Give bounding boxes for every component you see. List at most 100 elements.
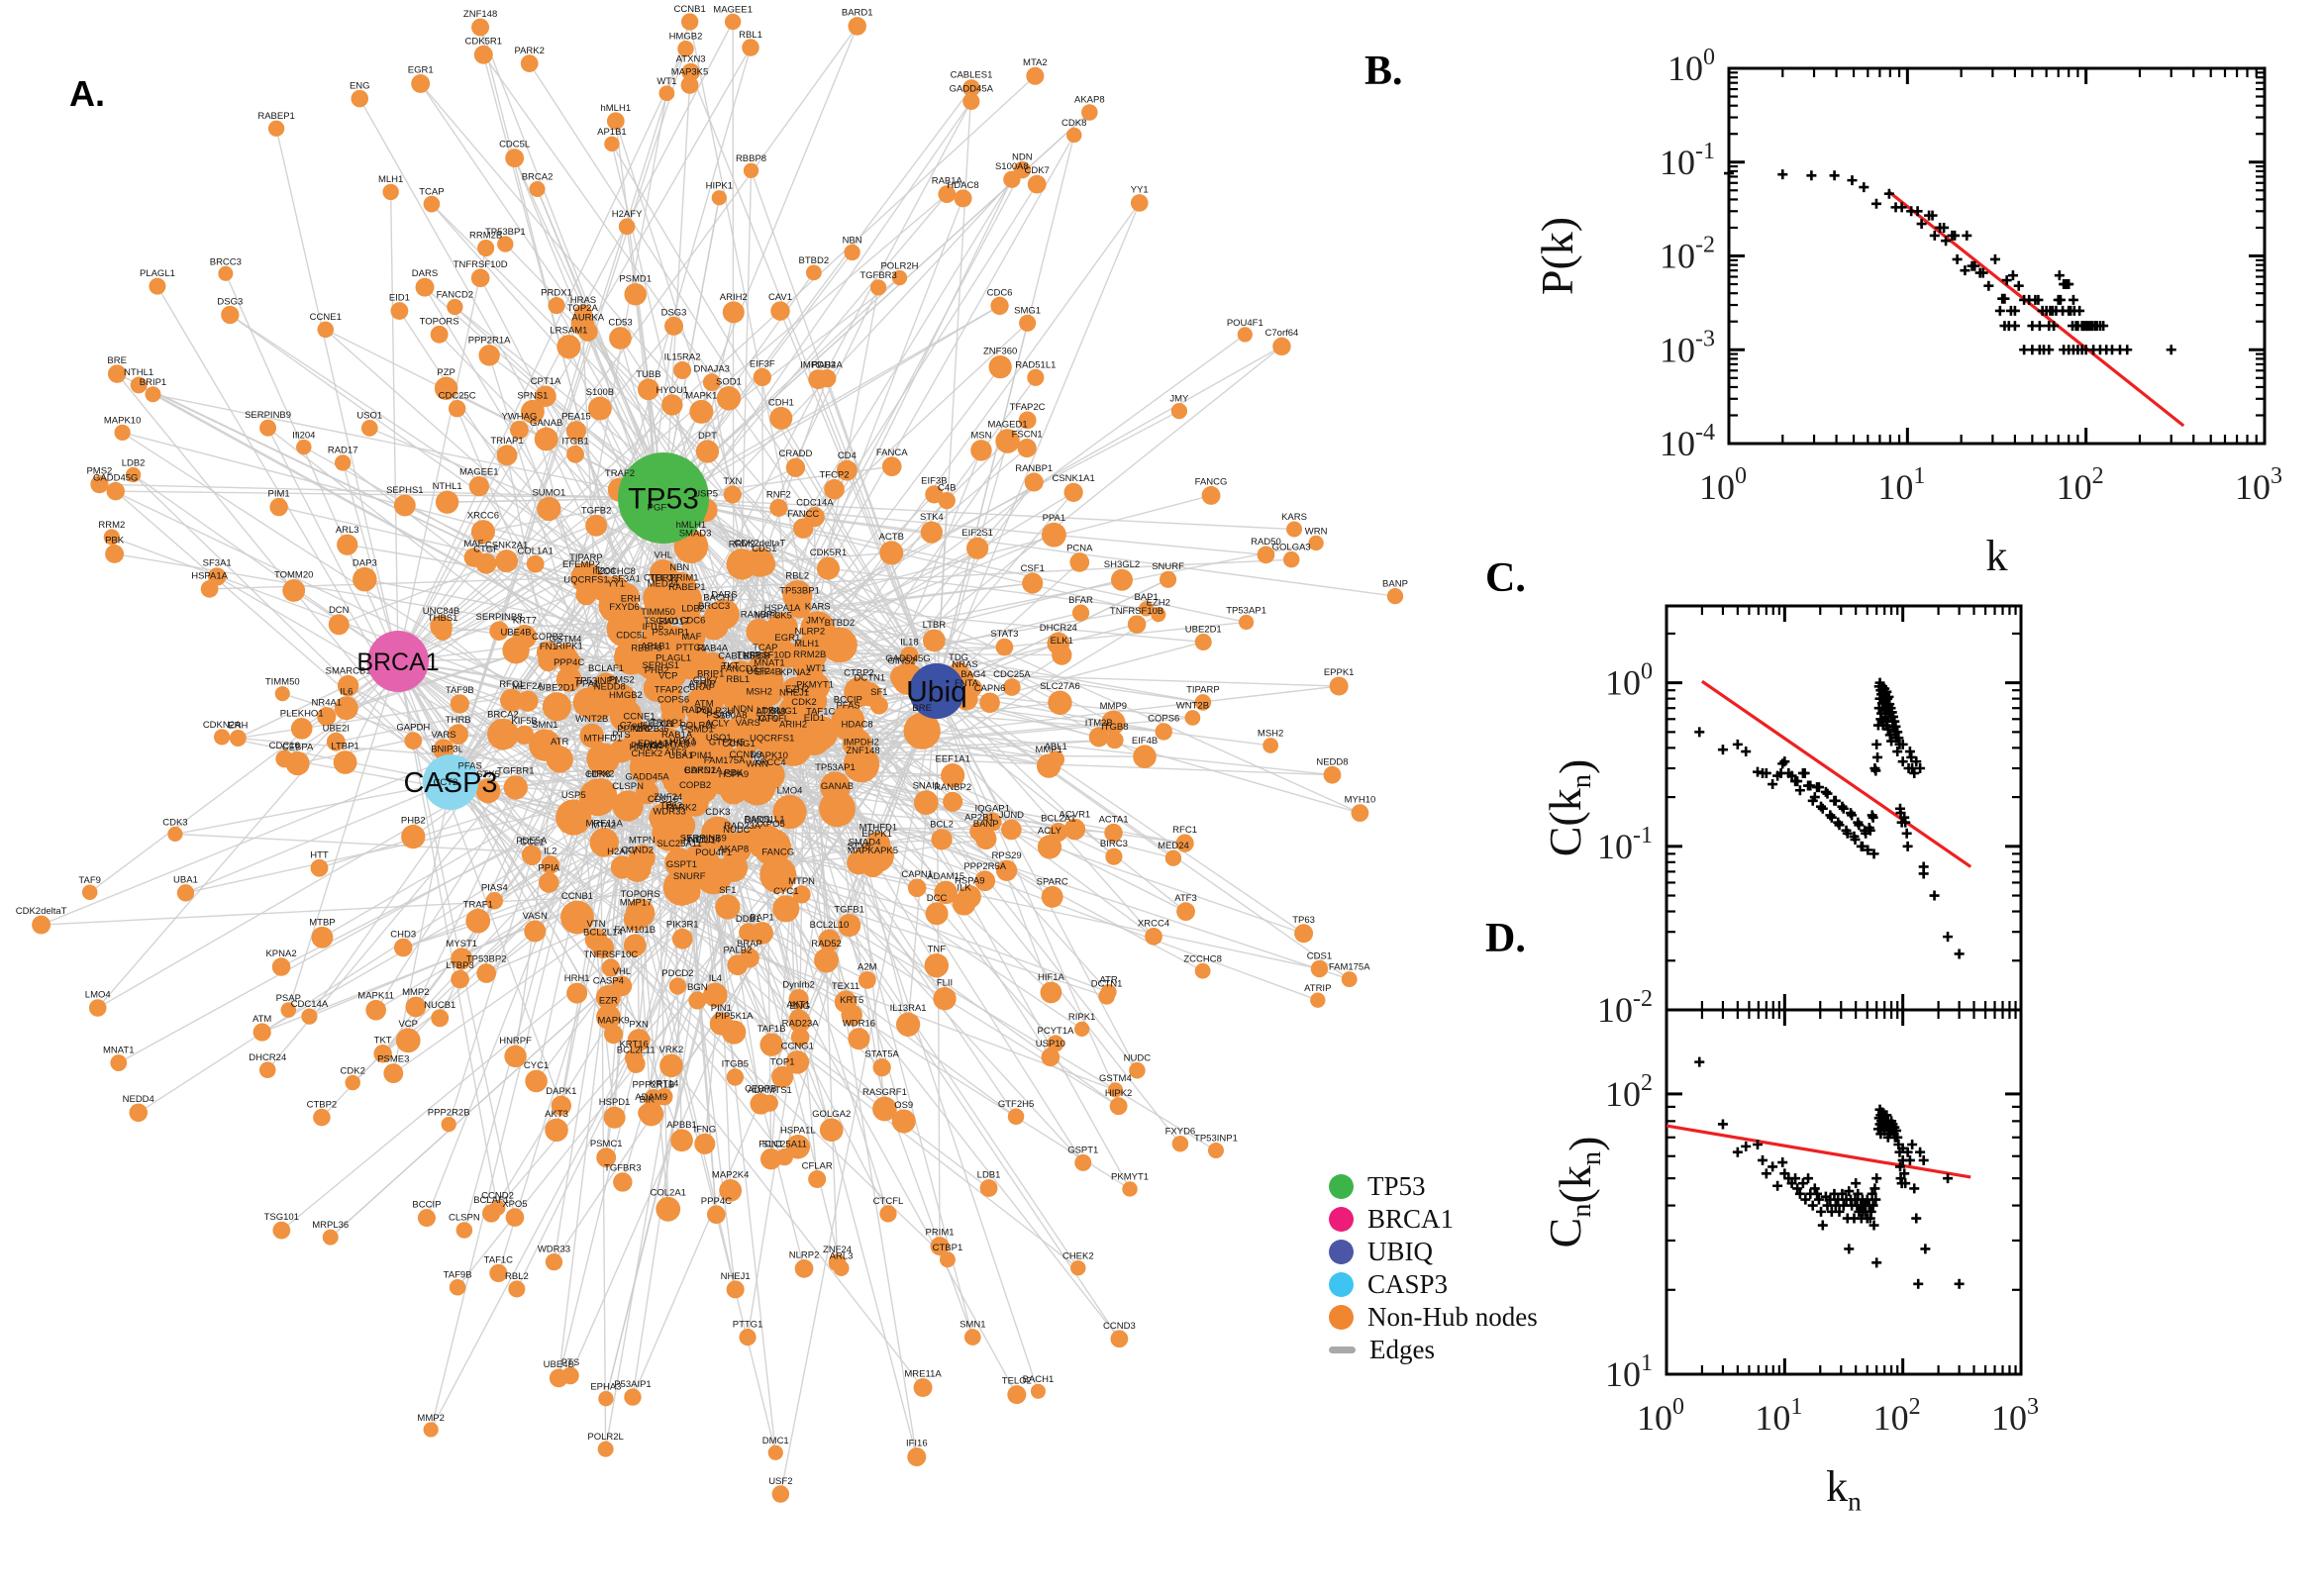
svg-text:HYOU1: HYOU1 (656, 385, 688, 396)
svg-text:WT1: WT1 (656, 76, 676, 87)
svg-text:SMN1: SMN1 (960, 1320, 985, 1331)
svg-text:DAPK1: DAPK1 (546, 1086, 576, 1097)
svg-text:LTBP1: LTBP1 (331, 742, 358, 752)
svg-text:AP2B1: AP2B1 (964, 812, 994, 823)
svg-text:XPO5: XPO5 (759, 819, 784, 830)
svg-text:FCN1: FCN1 (758, 1139, 783, 1149)
svg-text:MNAT1: MNAT1 (754, 657, 785, 668)
svg-text:COL2A1: COL2A1 (651, 1187, 686, 1198)
svg-text:STX5: STX5 (847, 842, 870, 852)
svg-text:EIF3F: EIF3F (750, 358, 775, 369)
svg-text:TUBB: TUBB (636, 369, 660, 380)
svg-text:HMGB2: HMGB2 (669, 31, 703, 42)
svg-text:UNC84B: UNC84B (423, 606, 460, 617)
svg-text:ZNF24: ZNF24 (654, 792, 682, 803)
svg-text:VHL: VHL (613, 966, 631, 977)
svg-text:USO1: USO1 (356, 411, 382, 422)
svg-text:TCAP: TCAP (419, 186, 444, 197)
svg-text:RRM2: RRM2 (98, 520, 125, 531)
svg-text:TIMM50: TIMM50 (265, 677, 300, 688)
svg-text:KIF5B: KIF5B (511, 716, 537, 727)
svg-text:PIP5K1A: PIP5K1A (715, 1011, 754, 1022)
svg-text:GAPDH: GAPDH (396, 723, 430, 734)
svg-text:CTCFL: CTCFL (873, 1196, 904, 1207)
svg-text:TGFB1: TGFB1 (834, 905, 864, 916)
svg-text:CASP4: CASP4 (593, 975, 624, 986)
svg-text:EPPK1: EPPK1 (1324, 667, 1355, 678)
svg-text:PSMC1: PSMC1 (631, 741, 663, 751)
svg-text:SERPINB8: SERPINB8 (476, 612, 523, 623)
svg-text:RBBP8: RBBP8 (631, 644, 661, 654)
svg-text:PIM1: PIM1 (690, 750, 712, 761)
svg-text:STAT5A: STAT5A (864, 1049, 899, 1060)
svg-text:SLC25A11: SLC25A11 (762, 1139, 807, 1149)
svg-text:RIPK1: RIPK1 (1068, 1012, 1095, 1023)
svg-text:MYH10: MYH10 (1345, 795, 1376, 806)
svg-text:TFAP2C: TFAP2C (1010, 402, 1046, 413)
svg-text:RAD23A: RAD23A (782, 1019, 820, 1030)
svg-text:CDK3: CDK3 (705, 807, 730, 818)
svg-text:ITGB1: ITGB1 (561, 436, 588, 447)
svg-text:CDK7: CDK7 (1025, 165, 1050, 176)
svg-text:S100B: S100B (586, 387, 615, 398)
svg-text:CDC14A: CDC14A (291, 999, 329, 1010)
svg-text:CDC16: CDC16 (648, 794, 678, 805)
svg-text:PPP2R2B: PPP2R2B (428, 1107, 470, 1118)
svg-text:PPP2R2B: PPP2R2B (617, 724, 659, 735)
svg-text:EZH2: EZH2 (785, 684, 809, 695)
svg-text:102: 102 (2057, 463, 2104, 507)
svg-text:WDR33: WDR33 (653, 807, 685, 818)
svg-text:SF1: SF1 (719, 885, 736, 896)
svg-text:BCCIP: BCCIP (834, 694, 862, 705)
svg-text:PALB2: PALB2 (723, 946, 752, 956)
svg-text:MAF: MAF (681, 632, 701, 643)
svg-text:CABLES1: CABLES1 (951, 70, 993, 81)
svg-text:TOP2A: TOP2A (567, 303, 599, 314)
svg-text:ADAMTS1: ADAMTS1 (748, 1085, 792, 1096)
edge-swatch-icon (1329, 1347, 1356, 1353)
svg-text:TP53BP1: TP53BP1 (485, 227, 526, 238)
svg-text:BIRC3: BIRC3 (1100, 839, 1128, 849)
svg-text:100: 100 (1699, 463, 1747, 507)
svg-text:GANAB: GANAB (530, 418, 562, 429)
svg-text:KARS: KARS (805, 602, 831, 613)
svg-text:CCNB1: CCNB1 (561, 891, 593, 902)
svg-text:PFAS: PFAS (836, 700, 859, 711)
svg-text:COPB2: COPB2 (679, 780, 711, 791)
svg-text:EZR: EZR (599, 995, 618, 1006)
svg-text:MAP2K4: MAP2K4 (712, 1169, 750, 1180)
svg-text:YY1: YY1 (1131, 185, 1149, 196)
svg-text:AKT1: AKT1 (786, 1000, 810, 1011)
svg-text:CDC14A: CDC14A (796, 498, 834, 509)
svg-text:CDC25A: CDC25A (993, 669, 1031, 680)
svg-text:GSPT1: GSPT1 (666, 859, 697, 870)
svg-text:RBL1: RBL1 (726, 674, 750, 685)
svg-text:XRCC6: XRCC6 (467, 511, 499, 522)
svg-text:YY1: YY1 (607, 578, 625, 589)
svg-text:TP53INP1: TP53INP1 (574, 676, 618, 687)
svg-text:PTTG1: PTTG1 (733, 1320, 763, 1331)
svg-text:BTBD2: BTBD2 (799, 255, 830, 266)
svg-text:AURKA: AURKA (571, 313, 604, 324)
svg-text:RBL2: RBL2 (785, 571, 809, 582)
svg-text:TIMM50: TIMM50 (641, 607, 675, 618)
ubiq-swatch-icon (1329, 1240, 1354, 1264)
svg-text:SNURF: SNURF (1152, 561, 1184, 572)
svg-text:CDC5L: CDC5L (499, 140, 530, 150)
svg-text:CSNK1A1: CSNK1A1 (1052, 473, 1094, 484)
svg-text:SMG1: SMG1 (1014, 305, 1041, 316)
svg-text:MTHFD1: MTHFD1 (584, 734, 623, 745)
svg-text:IFI16: IFI16 (906, 1439, 928, 1449)
svg-text:USF2: USF2 (768, 1476, 792, 1487)
svg-text:ACTA1: ACTA1 (1099, 814, 1129, 825)
svg-text:USF2: USF2 (747, 666, 770, 677)
svg-text:CAPN6: CAPN6 (974, 683, 1006, 694)
svg-text:CASP3: CASP3 (403, 767, 497, 799)
svg-text:BANP: BANP (1382, 579, 1408, 590)
svg-text:CCND3: CCND3 (1103, 1321, 1136, 1332)
svg-text:ATXN3: ATXN3 (676, 53, 706, 64)
svg-text:BAG4: BAG4 (960, 669, 985, 680)
svg-text:MRE11A: MRE11A (586, 819, 624, 830)
svg-text:BRCA2: BRCA2 (522, 171, 554, 182)
svg-text:FSCN1: FSCN1 (1012, 429, 1043, 440)
